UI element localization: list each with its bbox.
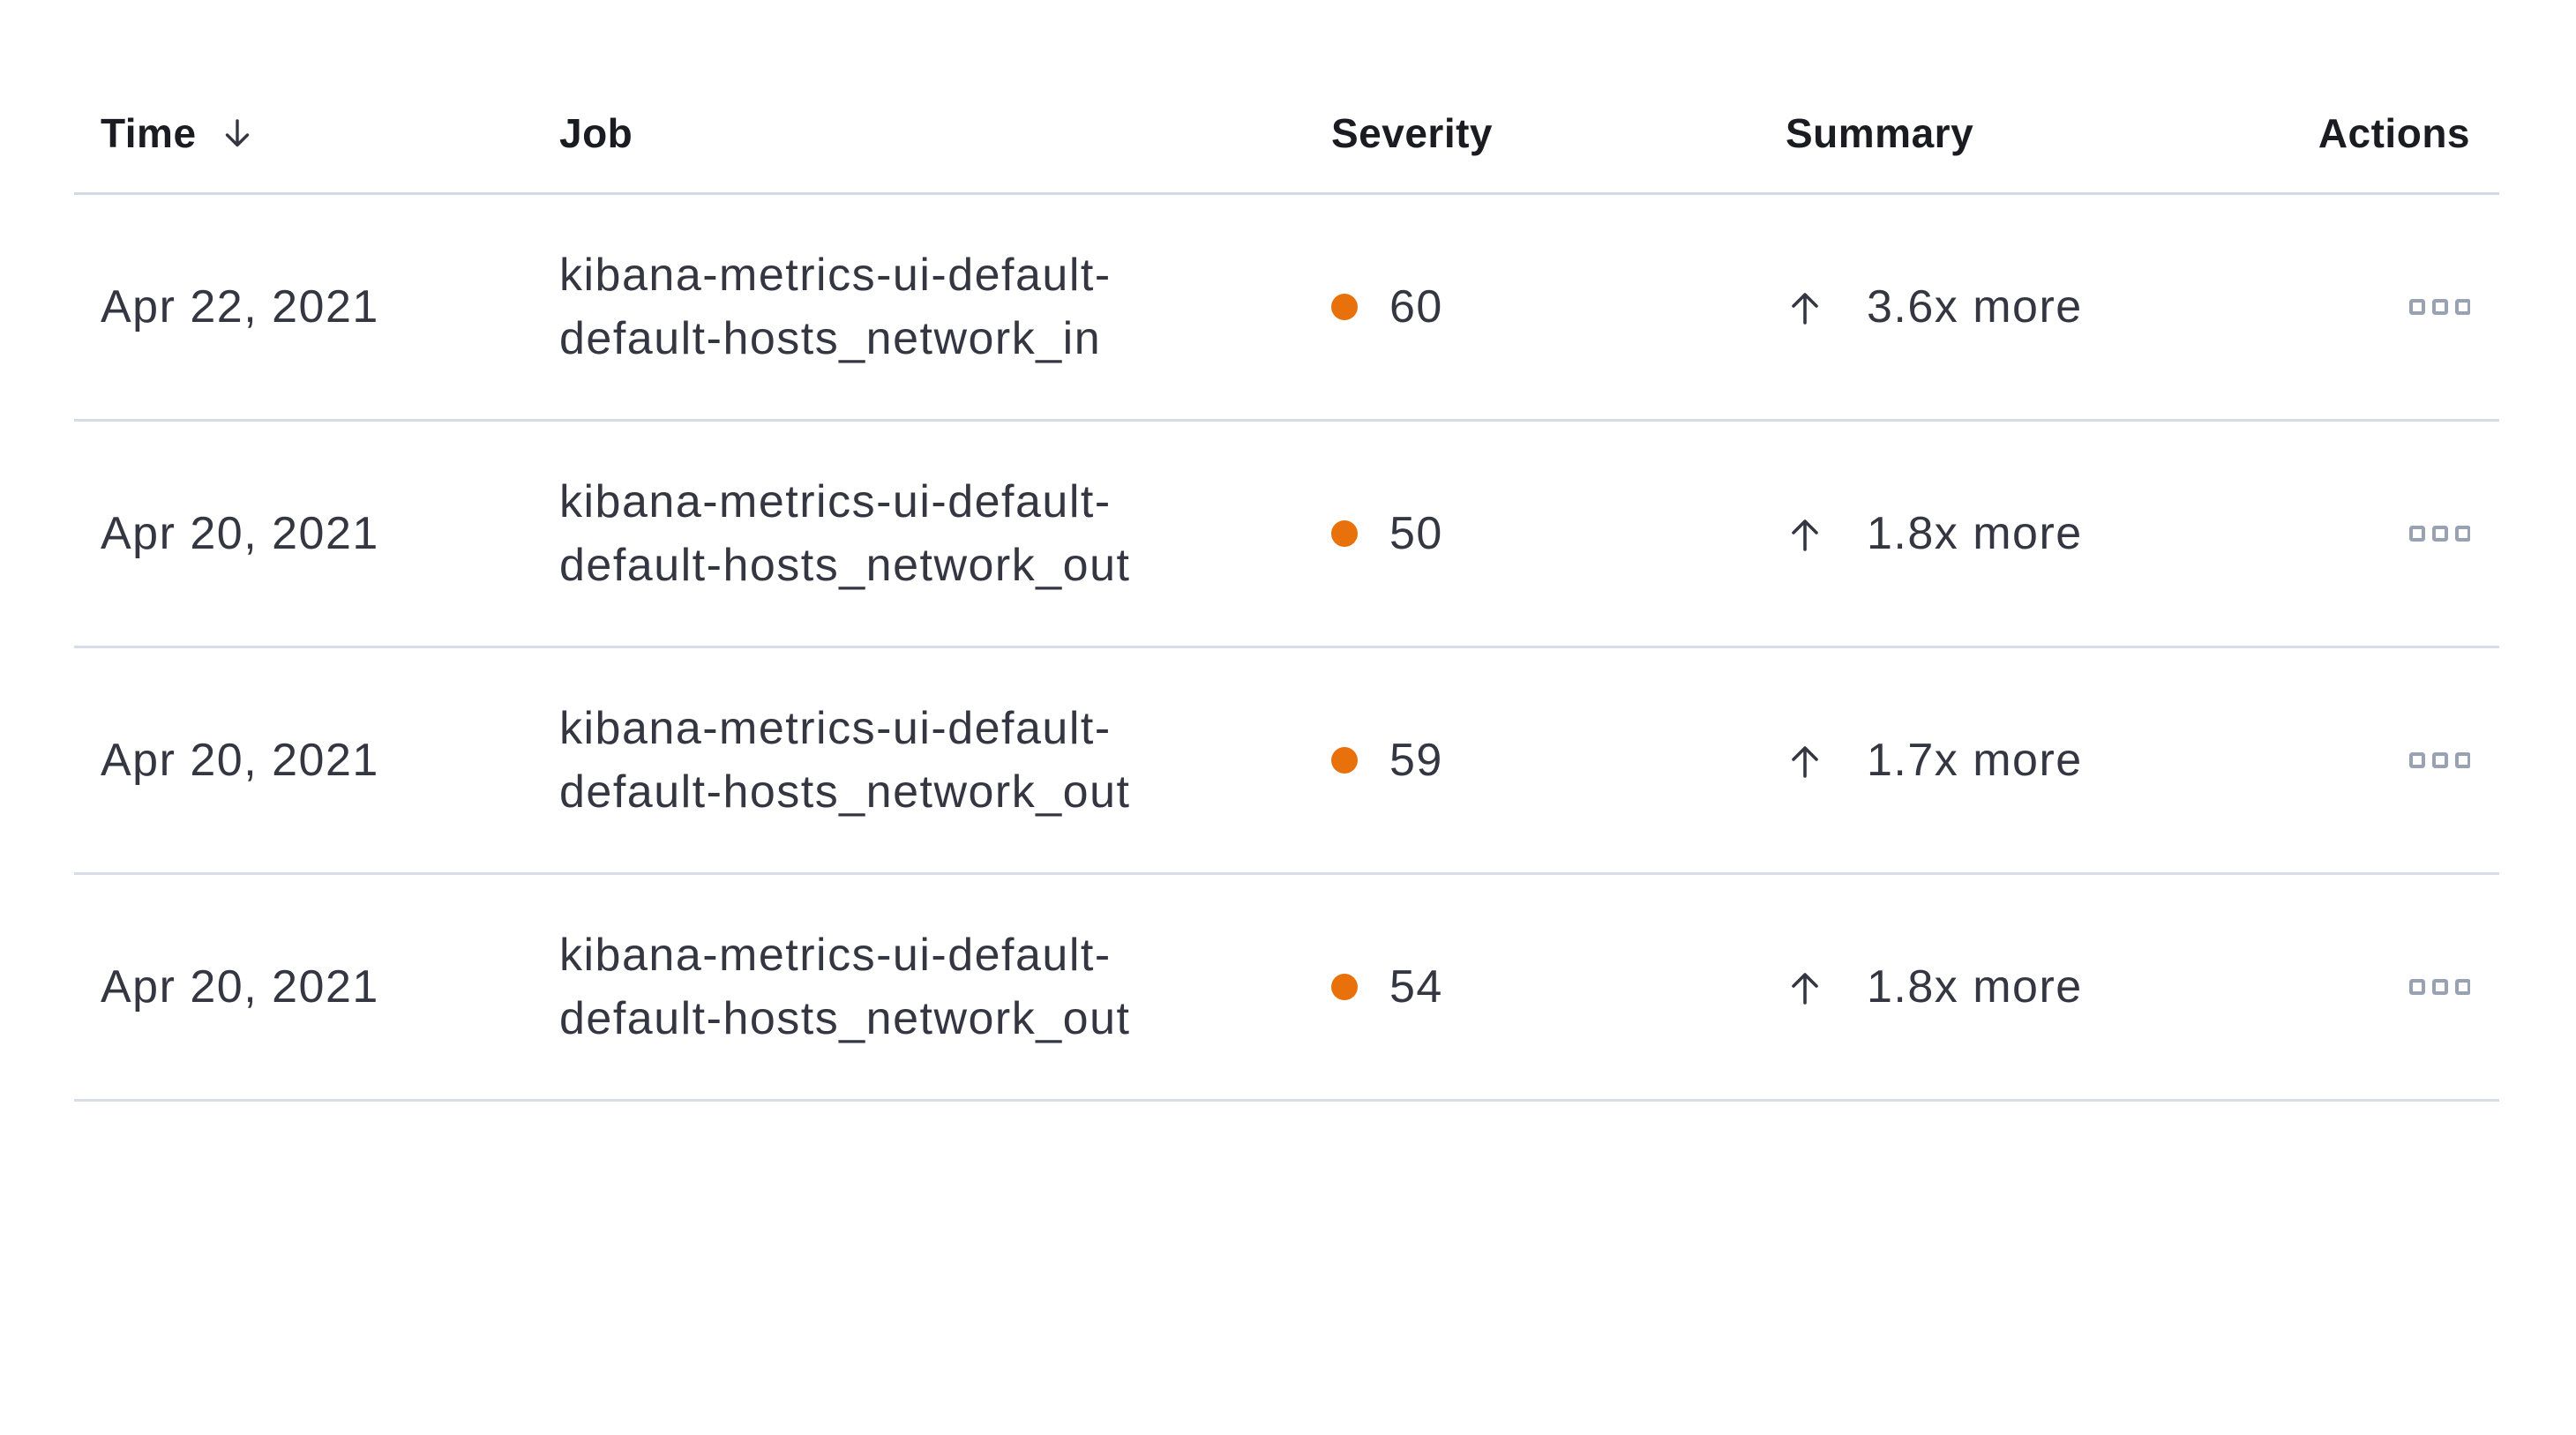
cell-severity: 59 bbox=[1305, 734, 1759, 787]
sort-descending-icon bbox=[220, 116, 255, 151]
summary-value: 3.6x more bbox=[1867, 281, 2083, 333]
trend-arrow-up-icon bbox=[1786, 968, 1824, 1006]
row-actions-button[interactable] bbox=[2408, 977, 2470, 997]
time-value: Apr 20, 2021 bbox=[101, 961, 379, 1013]
column-header-severity-label: Severity bbox=[1331, 110, 1494, 156]
severity-dot-icon bbox=[1331, 747, 1358, 774]
job-value: kibana-metrics-ui-default-default-hosts_… bbox=[559, 250, 1112, 364]
trend-arrow-up-icon bbox=[1786, 741, 1824, 780]
table-row: Apr 20, 2021 kibana-metrics-ui-default-d… bbox=[74, 648, 2499, 875]
time-value: Apr 22, 2021 bbox=[101, 281, 379, 333]
cell-time: Apr 20, 2021 bbox=[74, 960, 533, 1013]
cell-actions bbox=[2297, 751, 2499, 770]
cell-severity: 60 bbox=[1305, 280, 1759, 333]
cell-time: Apr 22, 2021 bbox=[74, 280, 533, 333]
cell-job: kibana-metrics-ui-default-default-hosts_… bbox=[533, 697, 1305, 824]
table-body: Apr 22, 2021 kibana-metrics-ui-default-d… bbox=[74, 195, 2499, 1102]
job-value: kibana-metrics-ui-default-default-hosts_… bbox=[559, 703, 1131, 818]
time-value: Apr 20, 2021 bbox=[101, 735, 379, 786]
table-row: Apr 20, 2021 kibana-metrics-ui-default-d… bbox=[74, 875, 2499, 1102]
cell-job: kibana-metrics-ui-default-default-hosts_… bbox=[533, 243, 1305, 370]
column-header-severity: Severity bbox=[1305, 109, 1759, 157]
column-header-time-label: Time bbox=[101, 110, 197, 156]
column-header-summary-label: Summary bbox=[1786, 110, 1974, 156]
summary-value: 1.7x more bbox=[1867, 735, 2083, 786]
column-header-actions-label: Actions bbox=[2318, 110, 2470, 156]
cell-time: Apr 20, 2021 bbox=[74, 734, 533, 787]
boxes-horizontal-icon bbox=[2408, 751, 2470, 770]
trend-arrow-up-icon bbox=[1786, 514, 1824, 553]
boxes-horizontal-icon bbox=[2408, 524, 2470, 543]
cell-summary: 3.6x more bbox=[1759, 280, 2297, 333]
summary-value: 1.8x more bbox=[1867, 961, 2083, 1013]
table-header-row: Time Job Severity Summary Actions bbox=[74, 74, 2499, 195]
severity-value: 50 bbox=[1389, 508, 1443, 559]
severity-dot-icon bbox=[1331, 520, 1358, 547]
summary-value: 1.8x more bbox=[1867, 508, 2083, 559]
row-actions-button[interactable] bbox=[2408, 297, 2470, 317]
boxes-horizontal-icon bbox=[2408, 297, 2470, 317]
cell-summary: 1.8x more bbox=[1759, 507, 2297, 560]
boxes-horizontal-icon bbox=[2408, 977, 2470, 997]
cell-summary: 1.7x more bbox=[1759, 734, 2297, 787]
cell-time: Apr 20, 2021 bbox=[74, 507, 533, 560]
row-actions-button[interactable] bbox=[2408, 751, 2470, 770]
cell-severity: 54 bbox=[1305, 960, 1759, 1013]
table-row: Apr 22, 2021 kibana-metrics-ui-default-d… bbox=[74, 195, 2499, 422]
cell-actions bbox=[2297, 297, 2499, 317]
cell-severity: 50 bbox=[1305, 507, 1759, 560]
cell-actions bbox=[2297, 524, 2499, 543]
column-header-job: Job bbox=[533, 109, 1305, 157]
trend-arrow-up-icon bbox=[1786, 288, 1824, 326]
severity-value: 60 bbox=[1389, 281, 1443, 333]
severity-dot-icon bbox=[1331, 294, 1358, 320]
column-header-actions: Actions bbox=[2297, 109, 2499, 157]
column-header-time[interactable]: Time bbox=[74, 109, 533, 157]
severity-value: 59 bbox=[1389, 735, 1443, 786]
row-actions-button[interactable] bbox=[2408, 524, 2470, 543]
severity-value: 54 bbox=[1389, 961, 1443, 1013]
table-row: Apr 20, 2021 kibana-metrics-ui-default-d… bbox=[74, 422, 2499, 648]
cell-job: kibana-metrics-ui-default-default-hosts_… bbox=[533, 470, 1305, 597]
cell-job: kibana-metrics-ui-default-default-hosts_… bbox=[533, 923, 1305, 1050]
cell-summary: 1.8x more bbox=[1759, 960, 2297, 1013]
job-value: kibana-metrics-ui-default-default-hosts_… bbox=[559, 930, 1131, 1044]
anomalies-table: Time Job Severity Summary Actions Apr 22… bbox=[74, 74, 2499, 1102]
column-header-job-label: Job bbox=[559, 110, 633, 156]
cell-actions bbox=[2297, 977, 2499, 997]
column-header-summary: Summary bbox=[1759, 109, 2297, 157]
severity-dot-icon bbox=[1331, 974, 1358, 1000]
job-value: kibana-metrics-ui-default-default-hosts_… bbox=[559, 476, 1131, 591]
time-value: Apr 20, 2021 bbox=[101, 508, 379, 559]
